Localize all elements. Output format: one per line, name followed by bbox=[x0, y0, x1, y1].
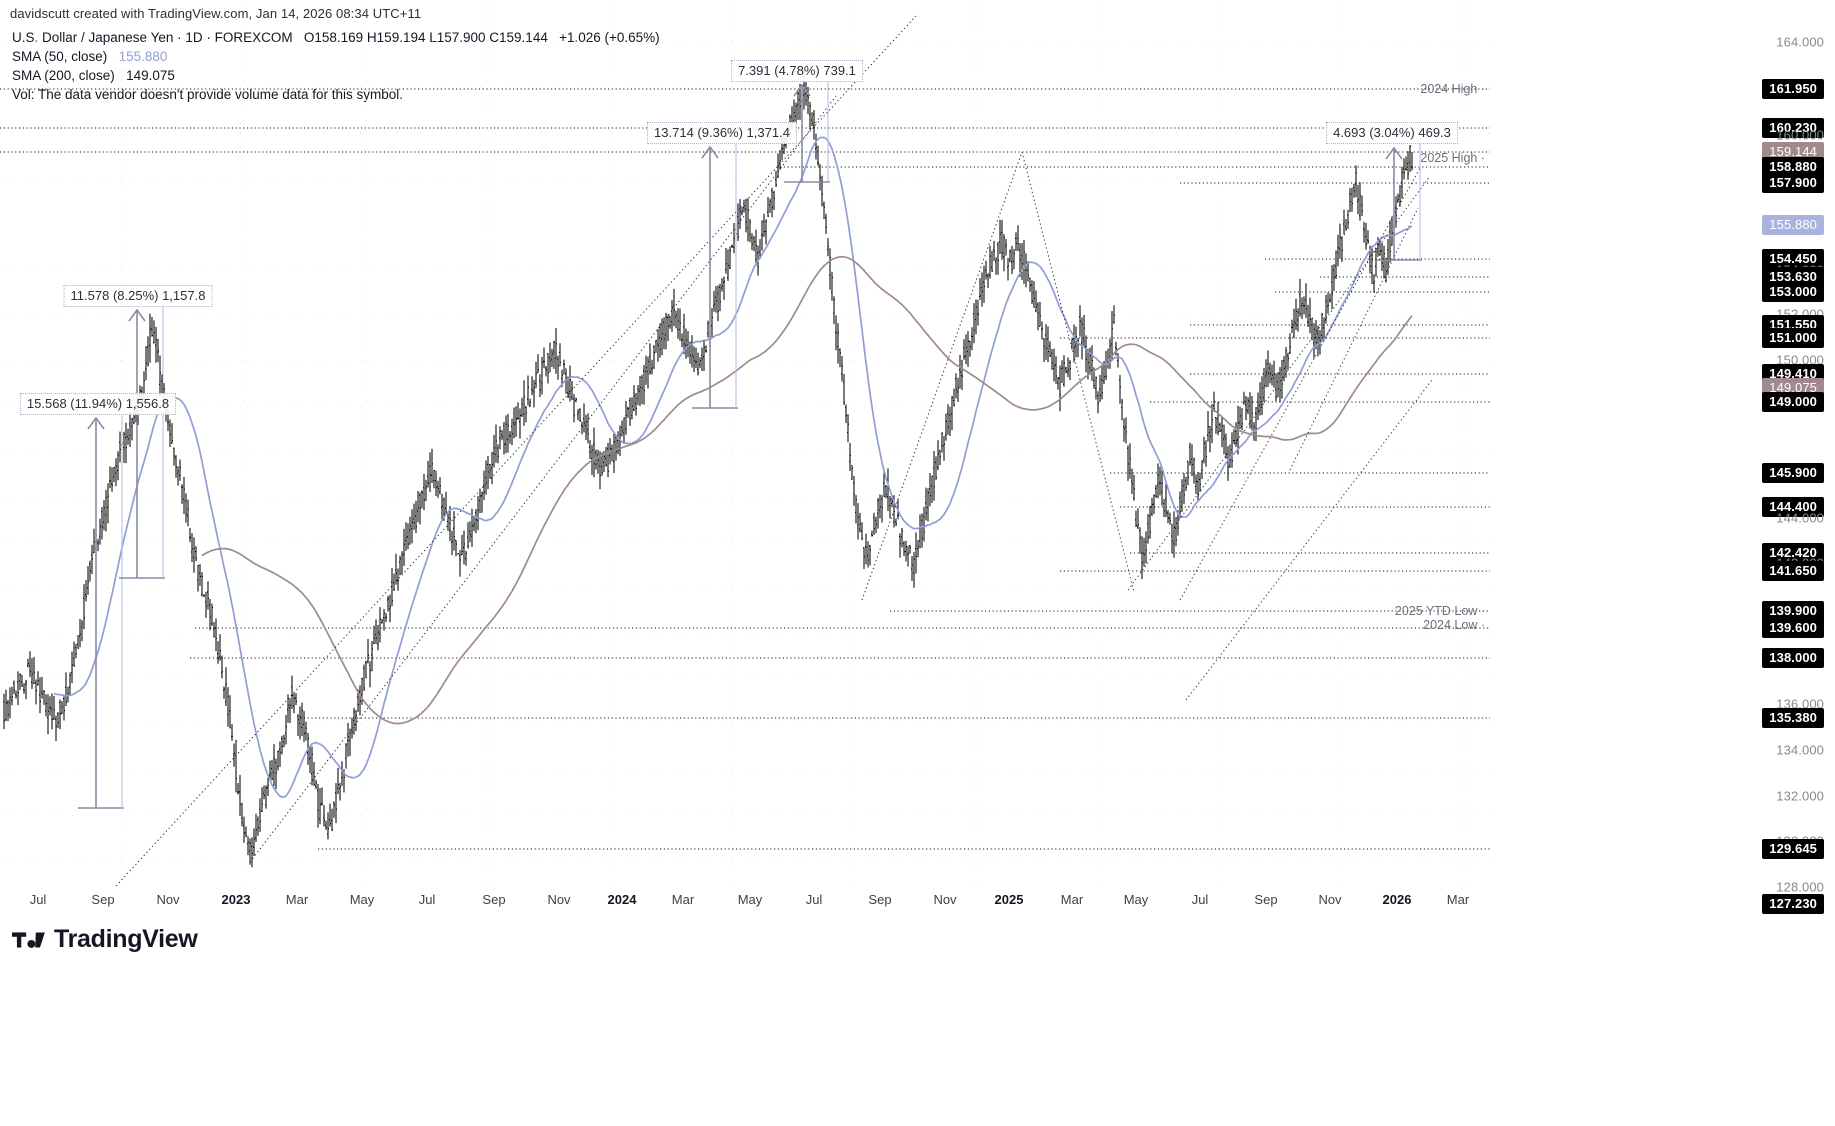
price-tick: 142.420 bbox=[1762, 543, 1824, 563]
measurement-label: 13.714 (9.36%) 1,371.4 bbox=[647, 122, 797, 144]
price-scale-note: 2025 High · bbox=[1420, 151, 1485, 165]
price-tick: 150.000 bbox=[1776, 352, 1824, 368]
time-tick: May bbox=[349, 892, 375, 907]
legend-volume-note: Vol: The data vendor doesn't provide vol… bbox=[12, 85, 660, 104]
measurement-tools bbox=[78, 79, 1422, 809]
time-scale[interactable]: Jul Sep Nov 2023 Mar May Jul Sep Nov 2024 Mar May Ju… bbox=[0, 886, 1490, 918]
measurement-label: 4.693 (3.04%) 469.3 bbox=[1326, 122, 1458, 144]
price-tick: 144.000 bbox=[1776, 510, 1824, 526]
time-tick: Mar bbox=[285, 892, 309, 907]
price-tick: 139.600 bbox=[1762, 618, 1824, 638]
price-tick: 144.400 bbox=[1762, 497, 1824, 517]
measurement-label: 7.391 (4.78%) 739.1 bbox=[731, 60, 863, 82]
time-tick: Jul bbox=[418, 892, 436, 907]
horizontal-price-lines bbox=[0, 88, 1490, 850]
price-tick: 158.880 bbox=[1762, 157, 1824, 177]
time-tick: May bbox=[737, 892, 763, 907]
price-tick: 161.950 bbox=[1762, 79, 1824, 99]
price-tick: 128.000 bbox=[1776, 879, 1824, 895]
time-tick: 2024 bbox=[607, 892, 637, 907]
legend-ohlc: O158.169 H159.194 L157.900 C159.144 bbox=[303, 30, 548, 45]
legend-symbol-row: U.S. Dollar / Japanese Yen · 1D · FOREXC… bbox=[12, 28, 660, 47]
price-tick: 139.900 bbox=[1762, 601, 1824, 621]
legend-sma200-value: 149.075 bbox=[126, 68, 175, 83]
sma-200-line bbox=[201, 255, 1413, 725]
legend-sma200-row: SMA (200, close) 149.075 bbox=[12, 66, 660, 85]
price-tick: 160.000 bbox=[1776, 127, 1824, 143]
price-scale[interactable]: 164.000 161.950 160.230 160.000 159.144 158.8… bbox=[1395, 0, 1835, 914]
time-tick: 2025 bbox=[994, 892, 1024, 907]
time-tick: Nov bbox=[1318, 892, 1342, 907]
price-tick: 141.650 bbox=[1762, 561, 1824, 581]
price-tick: 153.000 bbox=[1762, 282, 1824, 302]
legend-sma50-label: SMA (50, close) bbox=[12, 49, 108, 64]
time-tick: Nov bbox=[547, 892, 571, 907]
price-tick: 154.450 bbox=[1762, 249, 1824, 269]
time-tick: Sep bbox=[91, 892, 115, 907]
price-scale-note: 2024 Low · bbox=[1423, 618, 1485, 632]
time-tick: Mar bbox=[1446, 892, 1470, 907]
time-tick: Mar bbox=[671, 892, 695, 907]
price-tick: 160.230 bbox=[1762, 118, 1824, 138]
chart-plot-area[interactable]: 15.568 (11.94%) 1,556.8 11.578 (8.25%) 1,… bbox=[0, 0, 1490, 886]
attribution-text: davidscutt created with TradingView.com,… bbox=[10, 6, 422, 21]
price-tick: 127.230 bbox=[1762, 894, 1824, 914]
price-tick: 135.380 bbox=[1762, 708, 1824, 728]
measurement-label: 15.568 (11.94%) 1,556.8 bbox=[19, 393, 177, 415]
legend-sma50-value: 155.880 bbox=[118, 49, 168, 64]
price-tick: 134.000 bbox=[1776, 742, 1824, 758]
grid bbox=[0, 0, 1490, 886]
candlestick-series bbox=[3, 69, 1413, 868]
legend-sma200-label: SMA (200, close) bbox=[12, 68, 115, 83]
legend-volume-text: Vol: The data vendor doesn't provide vol… bbox=[12, 87, 404, 102]
time-tick: Jul bbox=[29, 892, 47, 907]
tradingview-logo: TradingView bbox=[12, 925, 198, 954]
price-tick: 145.900 bbox=[1762, 463, 1824, 483]
time-tick: 2023 bbox=[221, 892, 251, 907]
price-tick: 132.000 bbox=[1776, 788, 1824, 804]
sma-50-line bbox=[53, 136, 1413, 798]
price-tick: 136.000 bbox=[1776, 696, 1824, 712]
time-tick: 2026 bbox=[1382, 892, 1412, 907]
price-scale-note: 2024 High · bbox=[1420, 82, 1485, 96]
time-tick: Sep bbox=[868, 892, 892, 907]
legend-change: +1.026 (+0.65%) bbox=[559, 30, 660, 45]
price-tick: 149.000 bbox=[1762, 392, 1824, 412]
price-tick: 155.880 bbox=[1762, 215, 1824, 235]
time-tick: Sep bbox=[482, 892, 506, 907]
time-tick: Nov bbox=[933, 892, 957, 907]
price-tick: 138.000 bbox=[1762, 648, 1824, 668]
price-tick: 129.645 bbox=[1762, 839, 1824, 859]
time-tick: Nov bbox=[156, 892, 180, 907]
price-scale-note: 2025 YTD Low · bbox=[1394, 604, 1485, 618]
legend-symbol: U.S. Dollar / Japanese Yen · 1D · FOREXC… bbox=[12, 30, 293, 45]
tradingview-mark-icon bbox=[12, 931, 45, 948]
price-tick: 157.900 bbox=[1762, 173, 1824, 193]
time-tick: Jul bbox=[1191, 892, 1209, 907]
price-tick: 151.000 bbox=[1762, 328, 1824, 348]
legend-sma50-row: SMA (50, close) 155.880 bbox=[12, 47, 660, 66]
tradingview-wordmark: TradingView bbox=[54, 925, 198, 953]
price-tick: 164.000 bbox=[1776, 34, 1824, 50]
time-tick: Jul bbox=[805, 892, 823, 907]
time-tick: Sep bbox=[1254, 892, 1278, 907]
time-tick: May bbox=[1123, 892, 1149, 907]
measurement-label: 11.578 (8.25%) 1,157.8 bbox=[63, 285, 213, 307]
time-tick: Mar bbox=[1060, 892, 1084, 907]
trendlines bbox=[115, 15, 1433, 886]
chart-legend: U.S. Dollar / Japanese Yen · 1D · FOREXC… bbox=[12, 28, 660, 104]
